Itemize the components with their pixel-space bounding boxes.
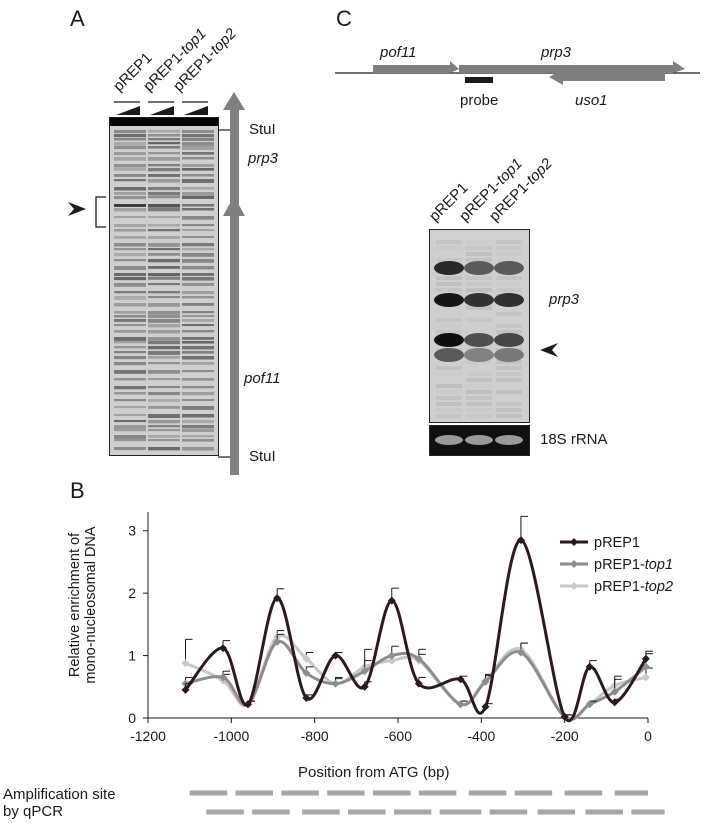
amplification-label-line2: by qPCR: [3, 803, 64, 820]
data-point-prep1: [244, 700, 252, 709]
stui-site-top: StuI: [249, 121, 276, 138]
data-point-top2: [302, 654, 311, 663]
prp3-gene-label: prp3: [541, 44, 572, 61]
data-point-top1: [610, 687, 619, 696]
data-point-prep1: [219, 644, 227, 653]
data-point-prep1: [560, 712, 569, 721]
data-point-top1: [481, 677, 490, 686]
data-point-top1: [585, 700, 594, 709]
legend-entry-prep1: pREP1: [594, 535, 640, 551]
y-tick-label: 1: [128, 648, 136, 664]
stui-site-bottom: StuI: [249, 448, 276, 465]
data-point-top1: [219, 673, 227, 682]
data-point-top2: [181, 659, 190, 668]
x-tick-label: -400: [467, 728, 495, 744]
data-point-top1: [302, 669, 311, 678]
arrowhead-c: [540, 343, 558, 357]
panel-b-letter: B: [70, 478, 85, 503]
data-point-prep1: [414, 679, 423, 688]
data-point-top2: [641, 673, 650, 682]
uso1-gene-label: uso1: [575, 92, 608, 109]
x-tick-label: -1200: [130, 728, 166, 744]
probe-label: probe: [460, 92, 499, 109]
y-tick-label: 3: [128, 523, 136, 539]
data-point-top1: [331, 679, 340, 688]
gene-arrows-panel-a: [218, 92, 245, 475]
data-point-top1: [516, 648, 525, 657]
data-point-prep1: [641, 654, 650, 663]
data-point-prep1: [181, 685, 190, 694]
x-axis-label: Position from ATG (bp): [298, 764, 450, 781]
y-axis-label: Relative enrichment of mono-nucleosomal D…: [67, 526, 99, 684]
x-tick-label: -200: [551, 728, 579, 744]
data-point-prep1: [610, 698, 619, 707]
amplification-label-line1: Amplification site: [3, 786, 116, 803]
mnase-gel-image: [109, 117, 219, 456]
y-tick-label: 2: [128, 585, 136, 601]
x-tick-label: -600: [384, 728, 412, 744]
data-point-prep1: [331, 651, 340, 660]
legend-marker-prep1: [570, 538, 578, 546]
data-point-prep1: [516, 536, 525, 545]
data-point-prep1: [302, 694, 311, 703]
data-point-prep1: [456, 675, 465, 684]
panel-a-letter: A: [70, 6, 85, 31]
data-point-top2: [387, 656, 396, 665]
series-line-prep1: [184, 538, 648, 722]
pof11-label-a: pof11: [244, 370, 281, 387]
northern-blot-image: [429, 229, 530, 423]
pof11-gene-label: pof11: [380, 44, 417, 61]
x-tick-label: 0: [644, 728, 652, 744]
data-point-prep1: [481, 702, 490, 711]
rrna-gel-image: [429, 425, 530, 456]
data-point-top1: [273, 637, 282, 646]
data-point-top1: [360, 667, 369, 676]
data-point-prep1: [387, 596, 396, 605]
data-point-top1: [387, 651, 396, 660]
panel-c-letter: C: [336, 6, 352, 31]
arrowhead-bracket: [68, 196, 106, 228]
legend-entry-top2: pREP1-top2: [594, 579, 673, 595]
x-tick-label: -1000: [213, 728, 249, 744]
x-tick-label: -800: [301, 728, 329, 744]
nucleosome-enrichment-chart: 0 1 2 3 -1200 -1000 -800 -600 -400 -200 0 pREP1 pRE…: [128, 512, 673, 815]
gene-locus-diagram: [335, 61, 700, 85]
data-point-prep1: [585, 662, 594, 671]
y-tick-label: 0: [128, 710, 136, 726]
concentration-wedges: [114, 101, 208, 115]
legend-marker-top2: [570, 582, 578, 590]
data-point-prep1: [273, 594, 282, 603]
legend-marker-top1: [570, 560, 578, 568]
rrna-label: 18S rRNA: [540, 431, 608, 448]
data-point-top1: [456, 700, 465, 709]
prp3-label-a: prp3: [248, 150, 279, 167]
data-point-top1: [414, 654, 423, 663]
data-point-prep1: [360, 682, 369, 691]
legend-entry-top1: pREP1-top1: [594, 557, 673, 573]
prp3-label-c: prp3: [549, 291, 580, 308]
